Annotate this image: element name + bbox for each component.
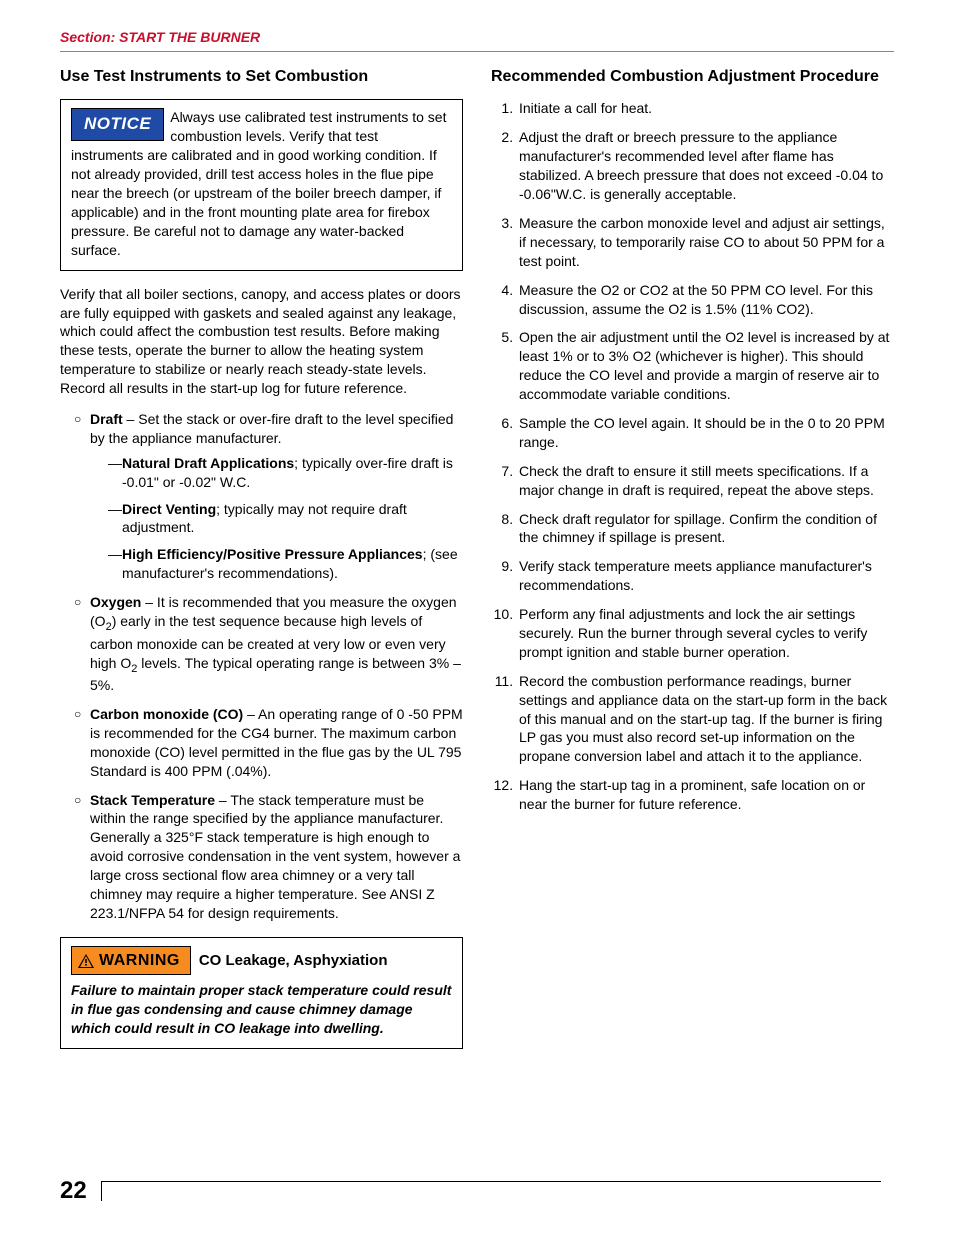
draft-sub-highefficiency: High Efficiency/Positive Pressure Applia…: [108, 545, 463, 583]
draft-sub-direct: Direct Venting; typically may not requir…: [108, 500, 463, 538]
measurement-bullets: Draft – Set the stack or over-fire draft…: [60, 410, 463, 923]
intro-paragraph: Verify that all boiler sections, canopy,…: [60, 285, 463, 398]
footer-rule: [101, 1181, 881, 1201]
page-number: 22: [60, 1175, 87, 1207]
step-8: Check draft regulator for spillage. Conf…: [517, 510, 894, 548]
notice-box: NOTICE Always use calibrated test instru…: [60, 99, 463, 270]
bullet-draft-label: Draft: [90, 411, 123, 427]
bullet-stack: Stack Temperature – The stack temperatur…: [74, 791, 463, 923]
draft-sub-natural-label: Natural Draft Applications: [122, 455, 294, 471]
step-3: Measure the carbon monoxide level and ad…: [517, 214, 894, 271]
warning-box: WARNING CO Leakage, Asphyxiation Failure…: [60, 937, 463, 1049]
bullet-stack-label: Stack Temperature: [90, 792, 215, 808]
warning-title: CO Leakage, Asphyxiation: [199, 951, 388, 971]
draft-sublist: Natural Draft Applications; typically ov…: [90, 454, 463, 583]
bullet-oxygen-label: Oxygen: [90, 594, 141, 610]
warning-badge: WARNING: [71, 946, 191, 976]
bullet-draft: Draft – Set the stack or over-fire draft…: [74, 410, 463, 583]
step-12: Hang the start-up tag in a prominent, sa…: [517, 776, 894, 814]
procedure-list: Initiate a call for heat. Adjust the dra…: [491, 99, 894, 814]
draft-sub-natural: Natural Draft Applications; typically ov…: [108, 454, 463, 492]
right-heading: Recommended Combustion Adjustment Proced…: [491, 66, 894, 88]
left-column: Use Test Instruments to Set Combustion N…: [60, 66, 463, 1063]
warning-label: WARNING: [99, 950, 180, 972]
step-4: Measure the O2 or CO2 at the 50 PPM CO l…: [517, 281, 894, 319]
step-10: Perform any final adjustments and lock t…: [517, 605, 894, 662]
step-6: Sample the CO level again. It should be …: [517, 414, 894, 452]
warning-body: Failure to maintain proper stack tempera…: [71, 981, 452, 1038]
step-2: Adjust the draft or breech pressure to t…: [517, 128, 894, 204]
step-7: Check the draft to ensure it still meets…: [517, 462, 894, 500]
bullet-draft-text: – Set the stack or over-fire draft to th…: [90, 411, 453, 446]
section-header: Section: START THE BURNER: [60, 28, 894, 52]
bullet-stack-text: – The stack temperature must be within t…: [90, 792, 460, 921]
draft-sub-direct-label: Direct Venting: [122, 501, 216, 517]
warning-header-row: WARNING CO Leakage, Asphyxiation: [71, 946, 452, 976]
step-5: Open the air adjustment until the O2 lev…: [517, 328, 894, 404]
right-column: Recommended Combustion Adjustment Proced…: [491, 66, 894, 1063]
bullet-oxygen: Oxygen – It is recommended that you meas…: [74, 593, 463, 695]
step-1: Initiate a call for heat.: [517, 99, 894, 118]
bullet-co: Carbon monoxide (CO) – An operating rang…: [74, 705, 463, 781]
warning-triangle-icon: [78, 954, 94, 968]
bullet-co-label: Carbon monoxide (CO): [90, 706, 243, 722]
step-9: Verify stack temperature meets appliance…: [517, 557, 894, 595]
page-footer: 22: [60, 1175, 881, 1207]
draft-sub-he-label: High Efficiency/Positive Pressure Applia…: [122, 546, 423, 562]
bullet-oxygen-text-c: levels. The typical operating range is b…: [90, 655, 461, 694]
two-column-layout: Use Test Instruments to Set Combustion N…: [60, 66, 894, 1063]
step-11: Record the combustion performance readin…: [517, 672, 894, 766]
notice-badge: NOTICE: [71, 108, 164, 141]
left-heading: Use Test Instruments to Set Combustion: [60, 66, 463, 88]
